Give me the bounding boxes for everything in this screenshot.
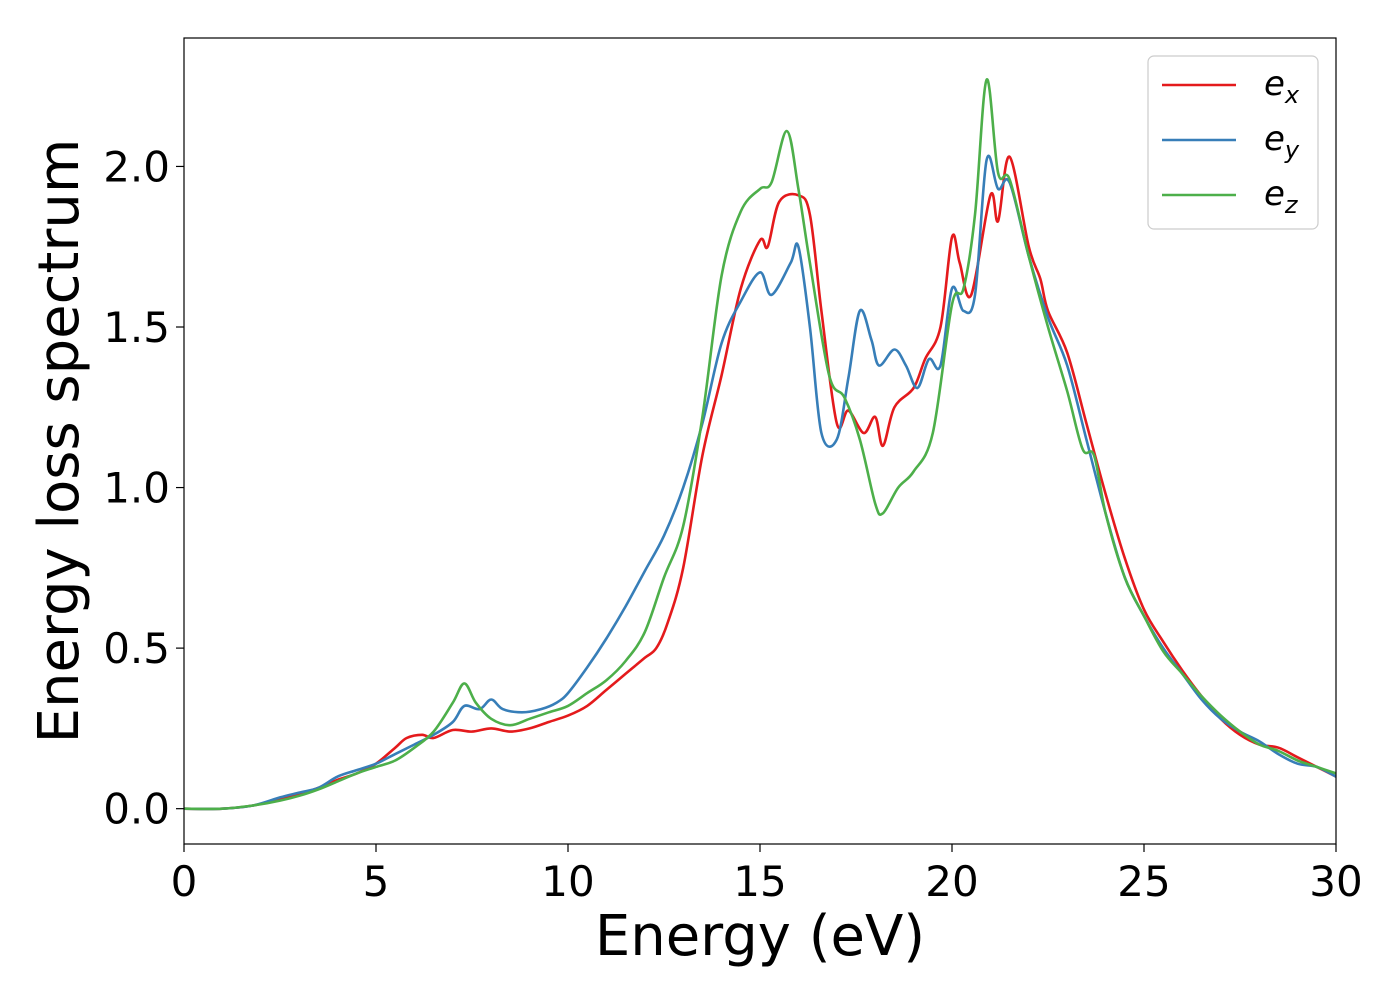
legend-label-main: e — [1264, 64, 1285, 104]
legend-box — [1147, 55, 1319, 230]
x-tick-label: 10 — [541, 857, 594, 906]
x-axis-title: Energy (eV) — [595, 904, 925, 969]
y-tick-label: 2.0 — [103, 142, 170, 191]
plot-frame — [183, 37, 1337, 845]
y-axis-title: Energy loss spectrum — [27, 139, 92, 744]
legend-label-e-x: ex — [1264, 64, 1300, 109]
series-line-e-y — [183, 154, 1337, 811]
series-line-e-z — [183, 78, 1337, 811]
ticks-layer: 0 5 10 15 20 25 30 0.0 0.5 1.0 1.5 2.0 — [103, 142, 1363, 906]
legend-label-sub: z — [1284, 191, 1299, 219]
series-line-e-x — [183, 155, 1337, 811]
series-layer — [183, 78, 1337, 811]
legend-label-main: e — [1264, 174, 1285, 214]
y-tick-label: 0.5 — [103, 624, 170, 673]
x-tick-label: 0 — [171, 857, 198, 906]
x-tick-label: 5 — [363, 857, 390, 906]
legend-label-main: e — [1264, 119, 1285, 159]
y-tick-label: 0.0 — [103, 785, 170, 834]
legend-label-sub: x — [1284, 81, 1300, 109]
x-tick-label: 25 — [1117, 857, 1170, 906]
x-tick-label: 15 — [733, 857, 786, 906]
y-tick-label: 1.0 — [103, 464, 170, 513]
y-tick-label: 1.5 — [103, 303, 170, 352]
legend-label-e-z: ez — [1264, 174, 1299, 219]
legend-label-sub: y — [1284, 136, 1300, 164]
x-tick-label: 20 — [925, 857, 978, 906]
legend-label-e-y: ey — [1264, 119, 1300, 164]
x-tick-label: 30 — [1309, 857, 1362, 906]
